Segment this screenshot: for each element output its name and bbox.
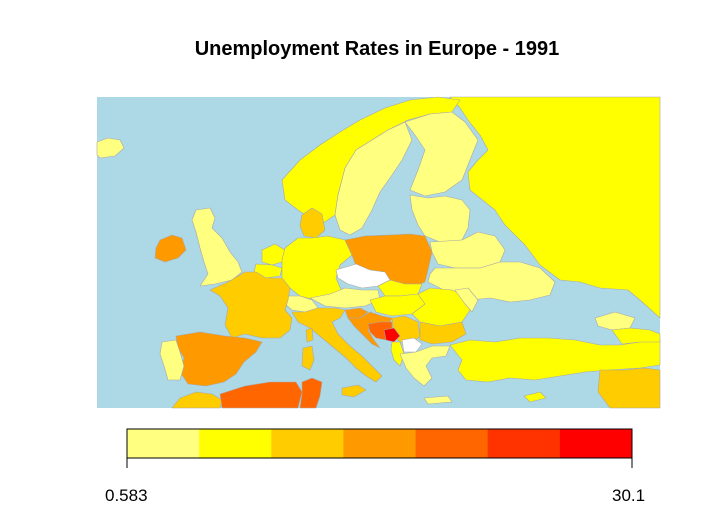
country-finland[interactable]	[404, 111, 479, 197]
legend-bin-6	[487, 429, 561, 458]
country-bulgaria[interactable]	[419, 321, 467, 345]
legend-color-bar	[126, 428, 633, 459]
country-crete[interactable]	[423, 395, 453, 405]
country-greece[interactable]	[399, 345, 451, 387]
country-austria[interactable]	[309, 287, 381, 309]
country-algeria[interactable]	[219, 381, 303, 409]
country-tunisia[interactable]	[299, 377, 323, 409]
legend-bin-2	[199, 429, 272, 458]
country-sardinia[interactable]	[301, 345, 315, 371]
legend-max-label: 30.1	[612, 486, 646, 505]
country-sicily[interactable]	[341, 384, 367, 398]
country-denmark[interactable]	[299, 207, 326, 239]
legend-bin-7	[559, 429, 633, 458]
legend-bin-5	[415, 429, 489, 458]
country-baltics[interactable]	[409, 194, 471, 243]
legend-bin-1	[127, 429, 200, 458]
country-macedonia[interactable]	[401, 337, 423, 353]
country-iceland[interactable]	[96, 137, 125, 159]
country-corsica[interactable]	[305, 327, 314, 343]
legend-bin-4	[343, 429, 417, 458]
country-syria[interactable]	[597, 367, 661, 409]
country-ireland[interactable]	[154, 234, 187, 263]
map-countries	[96, 96, 661, 409]
country-sweden[interactable]	[334, 121, 413, 236]
country-montenegro[interactable]	[383, 327, 401, 343]
country-russia[interactable]	[449, 96, 661, 319]
country-morocco[interactable]	[171, 391, 223, 409]
country-portugal[interactable]	[159, 339, 185, 381]
country-turkey[interactable]	[449, 337, 661, 383]
country-slovenia[interactable]	[344, 307, 369, 319]
legend-min-label: 0.583	[105, 486, 148, 505]
country-cyprus[interactable]	[523, 391, 547, 403]
country-albania[interactable]	[390, 341, 405, 367]
map-title: Unemployment Rates in Europe - 1991	[194, 38, 560, 60]
country-france[interactable]	[209, 271, 293, 339]
country-italy[interactable]	[291, 307, 383, 383]
country-moldova[interactable]	[454, 287, 479, 313]
country-caucasus[interactable]	[611, 327, 661, 345]
legend-bin-3	[271, 429, 344, 458]
